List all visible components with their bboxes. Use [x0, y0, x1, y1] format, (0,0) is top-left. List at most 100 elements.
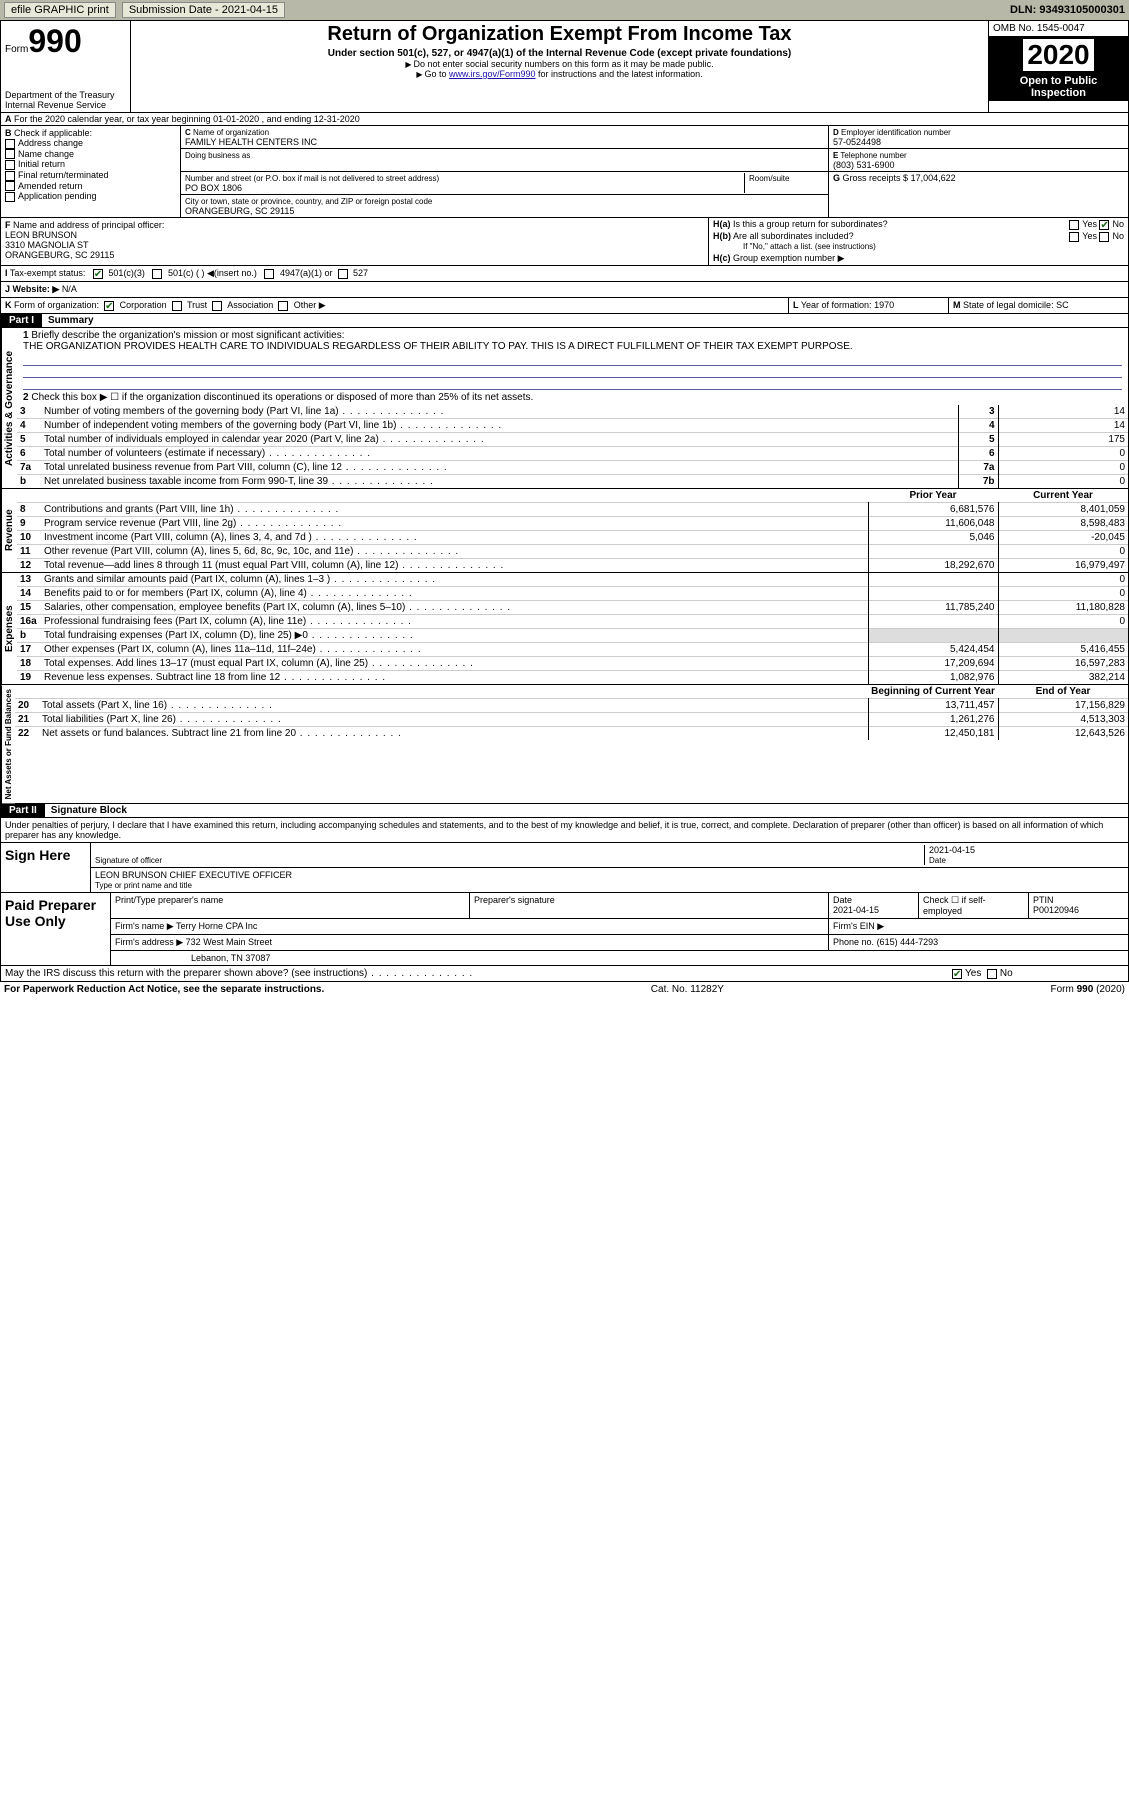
q2-text: Check this box ▶ ☐ if the organization d… — [31, 392, 533, 403]
submission-date: Submission Date - 2021-04-15 — [122, 2, 285, 18]
room-label: Room/suite — [749, 174, 789, 183]
form-title: Return of Organization Exempt From Incom… — [137, 23, 982, 46]
prep-date: 2021-04-15 — [833, 905, 879, 915]
table-row: 18Total expenses. Add lines 13–17 (must … — [17, 657, 1128, 671]
lb-amended-return: Amended return — [18, 181, 83, 191]
box-f: F Name and address of principal officer:… — [1, 218, 708, 265]
q1-label: Briefly describe the organization's miss… — [31, 330, 344, 341]
form-header: Form 990 Department of the Treasury Inte… — [0, 20, 1129, 113]
discuss-no[interactable] — [987, 969, 997, 979]
part2-title: Signature Block — [45, 805, 127, 816]
table-row: 15Salaries, other compensation, employee… — [17, 601, 1128, 615]
officer-name: LEON BRUNSON — [5, 230, 77, 240]
officer-addr1: 3310 MAGNOLIA ST — [5, 240, 89, 250]
part1-label: Part I — [1, 314, 42, 327]
lb-501c: 501(c) ( ) ◀(insert no.) — [168, 268, 257, 278]
prep-selfemp: Check ☐ if self-employed — [918, 893, 1028, 918]
irs-link[interactable]: www.irs.gov/Form990 — [449, 69, 536, 79]
part2-bar: Part II Signature Block — [0, 804, 1129, 818]
goto-pre: Go to — [416, 69, 449, 79]
ha-no[interactable] — [1099, 220, 1109, 230]
open-to-public: Open to Public Inspection — [989, 73, 1128, 101]
form-word: Form — [5, 44, 28, 55]
lb-application-pending: Application pending — [18, 191, 97, 201]
vlabel-net: Net Assets or Fund Balances — [1, 685, 15, 803]
org-name: FAMILY HEALTH CENTERS INC — [185, 137, 317, 147]
table-row: 21Total liabilities (Part X, line 26)1,2… — [15, 713, 1128, 727]
discuss-q: May the IRS discuss this return with the… — [5, 968, 367, 979]
klm-block: K Form of organization: Corporation Trus… — [0, 298, 1129, 314]
omb-number: OMB No. 1545-0047 — [989, 21, 1128, 37]
pra-notice: For Paperwork Reduction Act Notice, see … — [4, 984, 324, 995]
officer-label: Name and address of principal officer: — [13, 220, 164, 230]
hb-yes[interactable] — [1069, 232, 1079, 242]
year-digits: 2020 — [1021, 37, 1095, 73]
prep-date-label: Date — [833, 895, 852, 905]
firm-label: Firm's name ▶ — [115, 921, 174, 931]
hb-no[interactable] — [1099, 232, 1109, 242]
cb-4947[interactable] — [264, 269, 274, 279]
gross-label: Gross receipts $ — [843, 173, 909, 183]
preparer-section: Paid Preparer Use Only Print/Type prepar… — [0, 893, 1129, 966]
website-label: Website: ▶ — [13, 284, 60, 294]
org-city: ORANGEBURG, SC 29115 — [185, 206, 294, 216]
part1-title: Summary — [42, 315, 94, 326]
yof-value: 1970 — [874, 300, 894, 310]
state-value: SC — [1056, 300, 1069, 310]
box-b: B Check if applicable: Address change Na… — [1, 126, 181, 217]
table-row: 9Program service revenue (Part VIII, lin… — [17, 517, 1128, 531]
sig-officer-label: Signature of officer — [95, 856, 162, 865]
cb-amended-return[interactable] — [5, 181, 15, 191]
lb-501c3: 501(c)(3) — [108, 268, 145, 278]
dept-label: Department of the Treasury Internal Reve… — [5, 90, 126, 110]
sign-section: Sign Here Signature of officer 2021-04-1… — [0, 843, 1129, 893]
line-a: A For the 2020 calendar year, or tax yea… — [0, 113, 1129, 126]
table-row: 6Total number of volunteers (estimate if… — [17, 447, 1128, 461]
yof-label: Year of formation: — [801, 300, 872, 310]
cb-trust[interactable] — [172, 301, 182, 311]
form-number: 990 — [28, 23, 81, 60]
table-row: 8Contributions and grants (Part VIII, li… — [17, 503, 1128, 517]
sig-name-label: Type or print name and title — [95, 881, 192, 890]
ha-yes[interactable] — [1069, 220, 1079, 230]
bcdeg-block: B Check if applicable: Address change Na… — [0, 126, 1129, 218]
table-row: 7aTotal unrelated business revenue from … — [17, 461, 1128, 475]
cb-application-pending[interactable] — [5, 192, 15, 202]
page-footer: For Paperwork Reduction Act Notice, see … — [0, 982, 1129, 997]
table-row: 17Other expenses (Part IX, column (A), l… — [17, 643, 1128, 657]
tax-year: 2020 — [989, 37, 1128, 73]
cb-final-return[interactable] — [5, 171, 15, 181]
discuss-yes[interactable] — [952, 969, 962, 979]
firm-addr-label: Firm's address ▶ — [115, 937, 183, 947]
table-row: bNet unrelated business taxable income f… — [17, 475, 1128, 489]
firm-addr2: Lebanon, TN 37087 — [111, 951, 1128, 965]
cb-address-change[interactable] — [5, 139, 15, 149]
cb-501c[interactable] — [152, 269, 162, 279]
lb-address-change: Address change — [18, 138, 83, 148]
exp-table: 13Grants and similar amounts paid (Part … — [17, 573, 1128, 684]
ptin-value: P00120946 — [1033, 905, 1079, 915]
firm-name: Terry Horne CPA Inc — [176, 921, 257, 931]
firm-ein-label: Firm's EIN ▶ — [828, 919, 1128, 934]
part1-bar: Part I Summary — [0, 314, 1129, 328]
cb-name-change[interactable] — [5, 149, 15, 159]
ein-value: 57-0524498 — [833, 137, 881, 147]
box-j: J Website: ▶ N/A — [0, 282, 1129, 298]
fh-block: F Name and address of principal officer:… — [0, 218, 1129, 266]
part2-label: Part II — [1, 804, 45, 817]
table-row: 16aProfessional fundraising fees (Part I… — [17, 615, 1128, 629]
sig-name: LEON BRUNSON CHIEF EXECUTIVE OFFICER — [95, 870, 292, 880]
discuss-row: May the IRS discuss this return with the… — [0, 966, 1129, 982]
q1: 1 Briefly describe the organization's mi… — [17, 328, 1128, 354]
officer-addr2: ORANGEBURG, SC 29115 — [5, 250, 114, 260]
cb-corp[interactable] — [104, 301, 114, 311]
cb-501c3[interactable] — [93, 269, 103, 279]
note-goto: Go to www.irs.gov/Form990 for instructio… — [137, 69, 982, 79]
cb-other[interactable] — [278, 301, 288, 311]
lb-initial-return: Initial return — [18, 159, 65, 169]
firm-addr: 732 West Main Street — [186, 937, 272, 947]
cb-527[interactable] — [338, 269, 348, 279]
lb-name-change: Name change — [18, 149, 74, 159]
cb-assoc[interactable] — [212, 301, 222, 311]
cb-initial-return[interactable] — [5, 160, 15, 170]
